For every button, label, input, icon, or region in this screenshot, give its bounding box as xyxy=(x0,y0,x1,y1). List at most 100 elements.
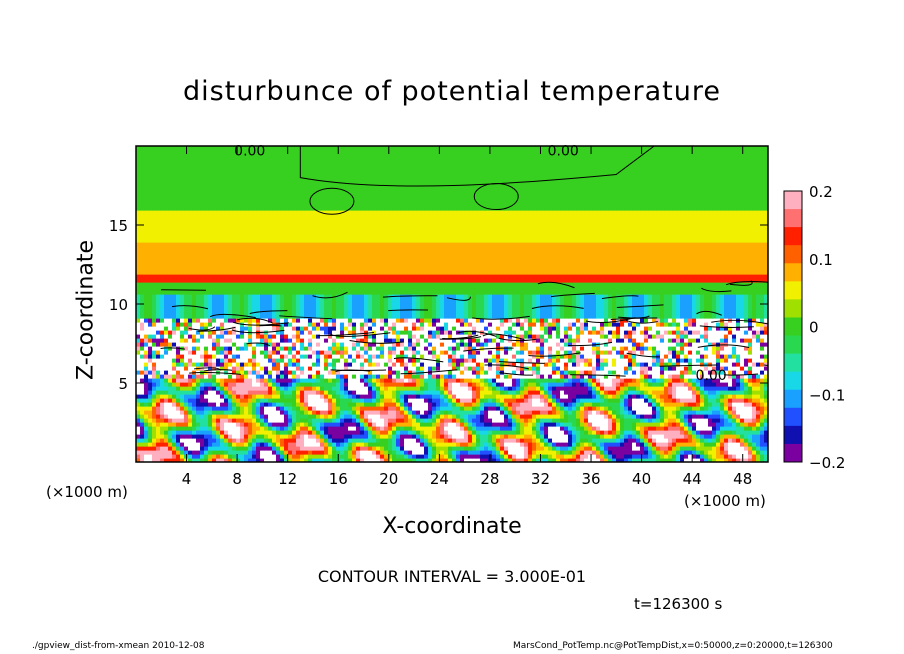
field-cell xyxy=(412,358,417,363)
field-cell xyxy=(668,414,673,419)
field-cell xyxy=(648,442,653,447)
field-cell xyxy=(152,406,157,411)
field-cell xyxy=(684,414,689,419)
field-cell xyxy=(572,398,577,403)
field-cell xyxy=(288,454,293,459)
field-cell xyxy=(288,418,293,423)
field-cell xyxy=(744,374,749,379)
field-cell xyxy=(556,338,561,343)
field-cell xyxy=(708,338,713,343)
field-cell xyxy=(164,342,169,347)
field-cell xyxy=(640,378,645,383)
field-cell xyxy=(548,350,553,355)
field-cell xyxy=(276,426,281,431)
field-cell xyxy=(716,354,721,359)
field-cell xyxy=(456,350,461,355)
field-cell xyxy=(316,426,321,431)
field-cell xyxy=(396,410,401,415)
field-cell xyxy=(448,334,453,339)
field-cell xyxy=(692,354,697,359)
field-cell xyxy=(720,378,725,383)
field-cell xyxy=(744,446,749,451)
field-cell xyxy=(700,410,705,415)
field-cell xyxy=(652,394,657,399)
field-cell xyxy=(320,362,325,367)
field-cell xyxy=(620,458,625,462)
field-cell xyxy=(328,434,333,439)
field-cell xyxy=(508,402,513,407)
field-cell xyxy=(540,382,545,387)
field-cell xyxy=(760,342,765,347)
field-cell xyxy=(284,382,289,387)
field-cell xyxy=(384,454,389,459)
field-cell xyxy=(500,414,505,419)
field-cell xyxy=(632,374,637,379)
field-cell xyxy=(372,386,377,391)
field-cell xyxy=(208,350,213,355)
field-cell xyxy=(548,458,553,462)
field-cell xyxy=(136,390,141,395)
field-cell xyxy=(504,446,509,451)
field-cell xyxy=(412,454,417,459)
field-cell xyxy=(272,366,277,371)
field-cell xyxy=(608,446,613,451)
field-cell xyxy=(392,342,397,347)
field-cell xyxy=(304,378,309,383)
field-cell xyxy=(348,374,353,379)
field-cell xyxy=(692,450,697,455)
field-cell xyxy=(320,406,325,411)
field-cell xyxy=(576,386,581,391)
field-cell xyxy=(356,426,361,431)
field-cell xyxy=(544,362,549,367)
field-cell xyxy=(232,402,237,407)
field-cell xyxy=(400,334,405,339)
field-cell xyxy=(552,426,557,431)
field-cell xyxy=(228,398,233,403)
field-cell xyxy=(292,458,297,462)
field-cell xyxy=(628,354,633,359)
field-cell xyxy=(568,378,573,383)
field-cell xyxy=(684,434,689,439)
field-cell xyxy=(712,346,717,351)
field-cell xyxy=(264,362,269,367)
field-cell xyxy=(492,370,497,375)
field-cell xyxy=(644,386,649,391)
field-cell xyxy=(708,410,713,415)
field-cell xyxy=(436,354,441,359)
field-cell xyxy=(404,410,409,415)
field-cell xyxy=(620,406,625,411)
field-cell xyxy=(432,450,437,455)
field-cell xyxy=(336,378,341,383)
field-cell xyxy=(476,438,481,443)
field-cell xyxy=(140,450,145,455)
field-cell xyxy=(644,422,649,427)
field-cell xyxy=(604,426,609,431)
field-cell xyxy=(612,410,617,415)
field-cell xyxy=(212,458,217,462)
field-cell xyxy=(380,354,385,359)
field-cell xyxy=(436,402,441,407)
field-cell xyxy=(552,378,557,383)
field-cell xyxy=(752,382,757,387)
field-cell xyxy=(308,374,313,379)
field-cell xyxy=(140,362,145,367)
field-cell xyxy=(220,374,225,379)
field-cell xyxy=(720,410,725,415)
field-cell xyxy=(604,378,609,383)
field-cell xyxy=(228,450,233,455)
field-cell xyxy=(200,406,205,411)
field-cell xyxy=(440,434,445,439)
field-cell xyxy=(472,414,477,419)
field-cell xyxy=(452,454,457,459)
field-cell xyxy=(536,402,541,407)
field-cell xyxy=(748,418,753,423)
field-cell xyxy=(440,354,445,359)
field-cell xyxy=(416,442,421,447)
field-cell xyxy=(740,346,745,351)
field-cell xyxy=(572,426,577,431)
field-cell xyxy=(364,366,369,371)
field-cell xyxy=(360,334,365,339)
field-cell xyxy=(512,382,517,387)
field-cell xyxy=(748,382,753,387)
field-cell xyxy=(744,382,749,387)
